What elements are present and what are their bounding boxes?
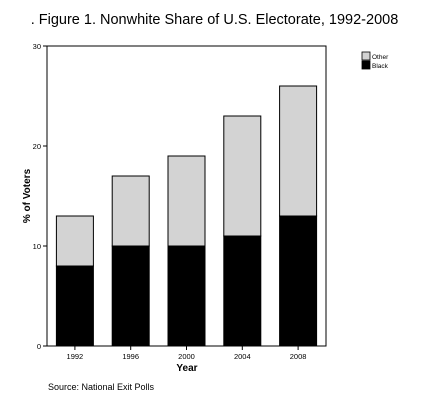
x-tick-label: 1996 xyxy=(122,352,139,361)
legend-swatch-black xyxy=(361,60,371,70)
legend-swatch-other xyxy=(361,51,371,61)
x-axis-label: Year xyxy=(176,363,197,374)
y-tick-label: 0 xyxy=(37,342,41,351)
bar-black-2004 xyxy=(223,235,262,347)
bars-group xyxy=(55,85,318,347)
x-tick-label: 2000 xyxy=(178,352,195,361)
x-tick-label: 2008 xyxy=(290,352,307,361)
x-tick-label: 2004 xyxy=(234,352,251,361)
bar-other-2004 xyxy=(223,115,262,237)
bar-other-2000 xyxy=(167,155,206,247)
legend: Other Black xyxy=(361,51,389,70)
source-note: Source: National Exit Polls xyxy=(48,382,155,392)
x-tick-label: 1992 xyxy=(67,352,84,361)
y-axis-label: % of Voters xyxy=(22,168,33,223)
y-tick-label: 30 xyxy=(33,42,41,51)
y-tick-label: 10 xyxy=(33,242,41,251)
bar-other-1992 xyxy=(55,215,94,267)
legend-label-black: Black xyxy=(372,63,389,70)
x-axis: 1992 1996 2000 2004 2008 xyxy=(67,346,307,361)
y-axis: 0 10 20 30 xyxy=(33,42,47,351)
bar-other-1996 xyxy=(111,175,150,247)
bar-black-2008 xyxy=(279,215,318,347)
bar-black-1996 xyxy=(111,245,150,347)
bar-other-2008 xyxy=(279,85,318,217)
bar-black-1992 xyxy=(55,265,94,347)
legend-label-other: Other xyxy=(372,54,389,61)
y-tick-label: 20 xyxy=(33,142,41,151)
chart-title: . Figure 1. Nonwhite Share of U.S. Elect… xyxy=(30,12,399,28)
bar-black-2000 xyxy=(167,245,206,347)
